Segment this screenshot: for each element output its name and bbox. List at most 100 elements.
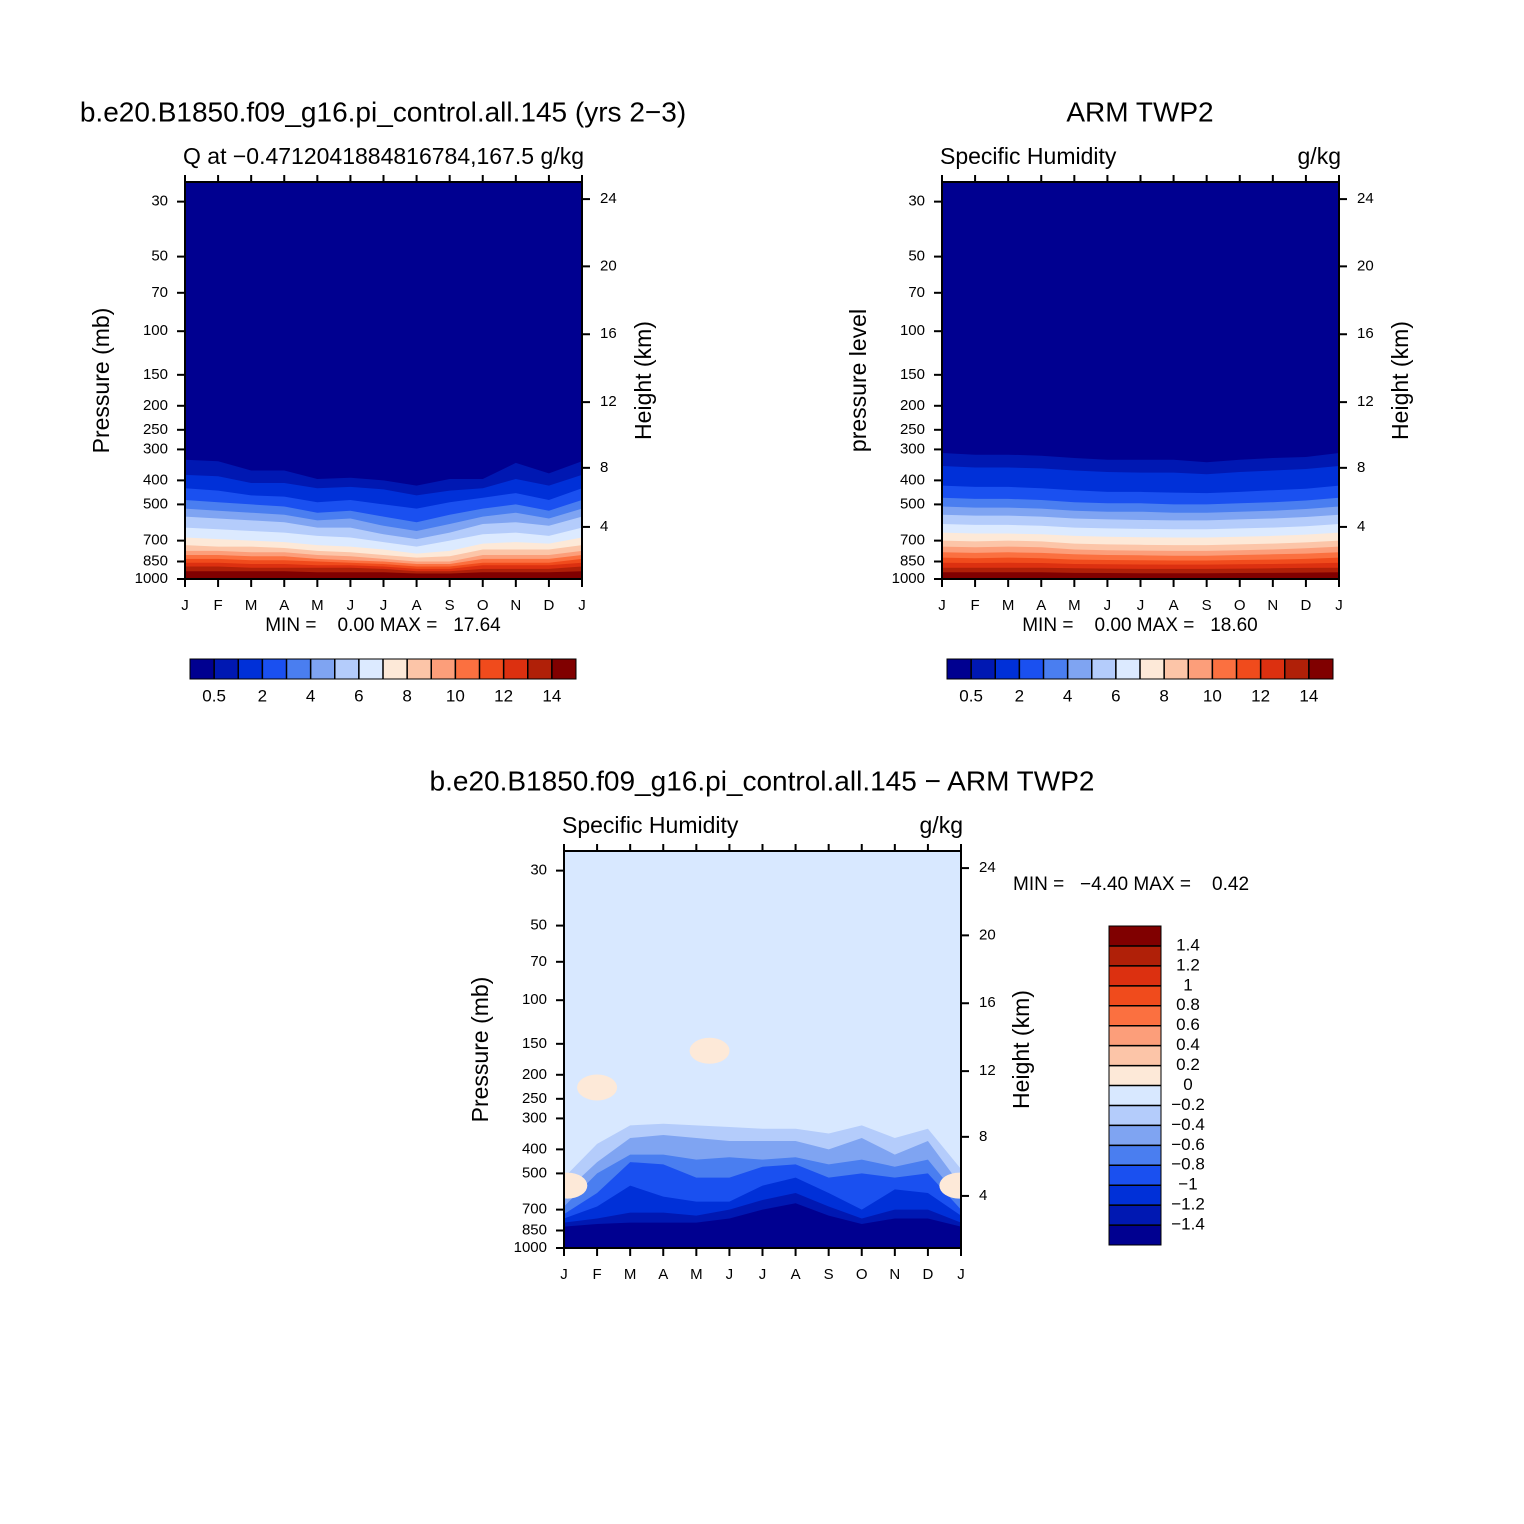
- y2-tick-label: 4: [979, 1187, 987, 1204]
- subtitle-left: Specific Humidity: [940, 143, 1117, 169]
- panel-title: b.e20.B1850.f09_g16.pi_control.all.145 (…: [80, 96, 686, 127]
- y2-tick-label: 24: [1357, 190, 1374, 207]
- y2-tick-label: 4: [600, 518, 608, 535]
- colorbar-label: −1.2: [1171, 1195, 1205, 1214]
- colorbar-box: [1108, 1184, 1162, 1206]
- colorbar-box: [1115, 658, 1141, 680]
- colorbar-label: 12: [494, 686, 513, 705]
- colorbar-label: 8: [1159, 686, 1168, 705]
- colorbar-box: [1236, 658, 1262, 680]
- colorbar-box: [1108, 1164, 1162, 1186]
- colorbar-label: 6: [1111, 686, 1120, 705]
- colorbar-box: [406, 658, 432, 680]
- colorbar-box: [1163, 658, 1189, 680]
- x-tick-label: N: [889, 1266, 900, 1283]
- colorbar-box: [310, 658, 336, 680]
- colorbar-box: [1108, 1065, 1162, 1086]
- colorbar-box: [189, 658, 215, 680]
- y2-tick-label: 12: [979, 1062, 996, 1079]
- y-tick-label: 850: [900, 552, 925, 569]
- x-tick-label: J: [726, 1266, 734, 1283]
- colorbar-box: [1108, 965, 1162, 987]
- colorbar-label: 6: [354, 686, 363, 705]
- y2-axis-title: Height (km): [1008, 990, 1034, 1109]
- x-tick-label: J: [759, 1266, 767, 1283]
- colorbar-label: 14: [542, 686, 561, 705]
- x-tick-label: O: [477, 597, 489, 614]
- y-tick-label: 150: [900, 366, 925, 383]
- x-tick-label: F: [970, 597, 979, 614]
- y-tick-label: 700: [522, 1201, 547, 1218]
- stats: MIN = −4.40 MAX = 0.42: [1013, 874, 1249, 895]
- colorbar-label: 0.6: [1176, 1015, 1200, 1034]
- x-tick-label: N: [510, 597, 521, 614]
- colorbar-label: 0: [1183, 1075, 1192, 1094]
- x-tick-label: F: [213, 597, 222, 614]
- colorbar-label: 1.4: [1176, 935, 1200, 954]
- subtitle-right: g/kg: [1298, 143, 1341, 169]
- y-tick-label: 500: [143, 495, 168, 512]
- x-tick-label: S: [824, 1266, 834, 1283]
- y-tick-label: 400: [522, 1140, 547, 1157]
- colorbar-label: −0.6: [1171, 1135, 1205, 1154]
- x-tick-label: A: [1036, 597, 1046, 614]
- colorbar-box: [454, 658, 480, 680]
- y-tick-label: 30: [908, 193, 925, 210]
- panel-title: ARM TWP2: [1066, 96, 1213, 127]
- colorbar-box: [237, 658, 263, 680]
- x-tick-label: F: [592, 1266, 601, 1283]
- colorbar-box: [1067, 658, 1093, 680]
- colorbar-label: 1: [1183, 975, 1192, 994]
- colorbar-box: [430, 658, 456, 680]
- subtitle-left: Specific Humidity: [562, 812, 739, 838]
- colorbar-box: [1139, 658, 1165, 680]
- colorbar-label: 0.5: [959, 686, 983, 705]
- y2-tick-label: 8: [600, 459, 608, 476]
- y2-tick-label: 16: [600, 325, 617, 342]
- colorbar-box: [946, 658, 972, 680]
- colorbar-label: 12: [1251, 686, 1270, 705]
- colorbar-box: [1018, 658, 1044, 680]
- y-tick-label: 70: [151, 284, 168, 301]
- y2-tick-label: 24: [600, 190, 617, 207]
- y-tick-label: 1000: [135, 570, 168, 587]
- y-axis-title: pressure level: [845, 309, 871, 452]
- y-tick-label: 200: [522, 1066, 547, 1083]
- y2-tick-label: 8: [1357, 459, 1365, 476]
- colorbar-label: −0.8: [1171, 1155, 1205, 1174]
- colorbar-box: [1108, 1005, 1162, 1027]
- x-tick-label: M: [1002, 597, 1015, 614]
- colorbar-box: [479, 658, 505, 680]
- colorbar-label: 2: [258, 686, 267, 705]
- colorbar-box: [358, 658, 384, 680]
- contour-patch: [564, 1172, 588, 1199]
- x-tick-label: S: [1202, 597, 1212, 614]
- colorbar-label: 4: [306, 686, 315, 705]
- x-tick-label: S: [445, 597, 455, 614]
- x-tick-label: M: [690, 1266, 703, 1283]
- y2-tick-label: 4: [1357, 518, 1365, 535]
- contour-band: [942, 572, 1339, 579]
- y-tick-label: 700: [900, 532, 925, 549]
- colorbar-box: [1211, 658, 1237, 680]
- x-tick-label: J: [181, 597, 189, 614]
- colorbar-label: 8: [402, 686, 411, 705]
- y2-axis-title: Height (km): [1387, 321, 1413, 440]
- y2-tick-label: 8: [979, 1128, 987, 1145]
- colorbar-box: [334, 658, 360, 680]
- x-tick-label: D: [543, 597, 554, 614]
- y-tick-label: 500: [900, 495, 925, 512]
- contour-band: [564, 1203, 961, 1248]
- y-tick-label: 300: [143, 440, 168, 457]
- contour-patch: [939, 1172, 961, 1199]
- colorbar-label: −0.4: [1171, 1115, 1205, 1134]
- y2-tick-label: 20: [979, 926, 996, 943]
- x-tick-label: O: [856, 1266, 868, 1283]
- colorbar-box: [1108, 945, 1162, 967]
- y-tick-label: 300: [522, 1109, 547, 1126]
- y2-tick-label: 20: [600, 257, 617, 274]
- y-tick-label: 850: [522, 1221, 547, 1238]
- y-tick-label: 100: [522, 991, 547, 1008]
- x-tick-label: J: [1104, 597, 1112, 614]
- x-tick-label: A: [412, 597, 422, 614]
